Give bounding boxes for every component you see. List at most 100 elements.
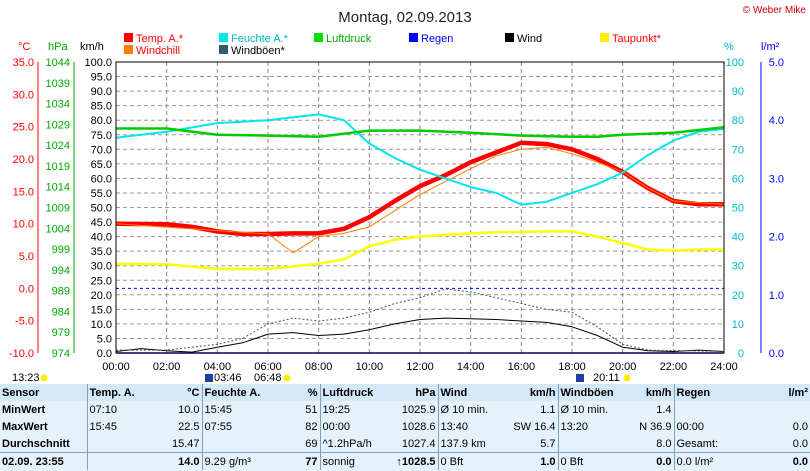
temp-tick-label: 30.0 xyxy=(13,89,34,101)
stats-cell xyxy=(86,435,139,453)
stats-cell: Temp. A. xyxy=(86,384,139,401)
pressure-tick-label: 1019 xyxy=(46,161,70,173)
humidity-line xyxy=(115,113,725,206)
stats-cell: 02.09. 23:55 xyxy=(2,455,64,468)
wind-tick-label: 95.0 xyxy=(91,72,112,84)
stats-cell: ^1.2hPa/h xyxy=(319,435,388,453)
pressure-tick-label: 1009 xyxy=(46,203,70,215)
pressure-tick-label: 1014 xyxy=(46,182,70,194)
stats-cell: Ø 10 min. xyxy=(437,401,504,418)
humidity-tick-label: 30 xyxy=(732,261,744,273)
stats-cell: 77 xyxy=(305,455,318,468)
stats-cell: 0 Bft xyxy=(557,452,624,470)
axis-unit-rain: l/m² xyxy=(761,41,780,53)
humidity-tick-label: 70 xyxy=(732,144,744,156)
stats-cell: Ø 10 min. xyxy=(557,401,624,418)
stats-row: MinWert 07:10 10.0 15:45 51 19:25 1025.9 Ø 10 m… xyxy=(0,401,810,418)
humidity-tick-label: 0 xyxy=(738,348,744,360)
stats-row: MaxWert 15:45 22.5 07:55 82 00:00 1028.6 13:40 S… xyxy=(0,418,810,435)
wind-tick-label: 25.0 xyxy=(91,275,112,287)
stats-cell: MinWert xyxy=(2,403,46,416)
x-tick-label: 04:00 xyxy=(204,361,232,373)
stats-cell xyxy=(736,401,810,418)
stats-cell: 07:10 xyxy=(86,401,139,418)
stats-cell: 69 xyxy=(270,435,320,453)
pressure-tick-label: 1024 xyxy=(46,140,70,152)
stats-cell xyxy=(201,435,270,453)
temp-tick-label: -10.0 xyxy=(9,348,34,360)
humidity-tick-label: 60 xyxy=(732,173,744,185)
pressure-tick-label: 999 xyxy=(52,244,70,256)
stats-cell: hPa xyxy=(388,384,438,401)
wind-tick-label: 60.0 xyxy=(91,173,112,185)
stats-cell: 13:40 xyxy=(437,418,504,435)
stats-row: 02.09. 23:55 14.0 9.29 g/m³ 77 sonnig ↑1028.5… xyxy=(0,452,810,470)
stats-cell: Luftdruck xyxy=(319,384,388,401)
legend-swatch-wind xyxy=(505,33,514,42)
sunset-time: 20:11 xyxy=(593,372,620,384)
stats-cell: % xyxy=(270,384,320,401)
sun-icon xyxy=(40,374,48,382)
stats-cell: ↑1028.5 xyxy=(396,455,436,468)
stats-cell: MaxWert xyxy=(2,420,48,433)
pressure-tick-label: 979 xyxy=(52,327,70,339)
stats-cell: sonnig xyxy=(319,452,388,470)
axis-unit-pressure: hPa xyxy=(48,41,68,53)
stats-cell: Sensor xyxy=(0,384,87,401)
temp-tick-label: 25.0 xyxy=(13,122,34,134)
legend-rain: Regen xyxy=(421,33,453,45)
pressure-tick-label: 1039 xyxy=(46,78,70,90)
series-lines xyxy=(115,113,725,354)
pressure-tick-label: 984 xyxy=(52,306,70,318)
humidity-tick-label: 40 xyxy=(732,232,744,244)
wind-tick-label: 80.0 xyxy=(91,115,112,127)
stats-cell: Gesamt: xyxy=(673,435,736,453)
stats-cell: °C xyxy=(139,384,202,401)
sunset-icon xyxy=(576,374,584,382)
stats-cell: 0.0 xyxy=(656,455,672,468)
stats-cell: 9.29 g/m³ xyxy=(201,452,270,470)
legend-swatch-pressure xyxy=(314,33,323,42)
stats-cell: Feuchte A. xyxy=(201,384,270,401)
legend: Temp. A.* Windchill Feuchte A.* Windböen… xyxy=(124,33,662,57)
temp-tick-label: 20.0 xyxy=(13,154,34,166)
rain-tick-label: 3.0 xyxy=(769,173,784,185)
x-tick-label: 10:00 xyxy=(356,361,384,373)
humidity-tick-label: 100 xyxy=(726,57,744,69)
legend-wind: Wind xyxy=(517,33,542,45)
stats-cell: 00:00 xyxy=(673,418,736,435)
temp-tick-label: 5.0 xyxy=(19,251,34,263)
stats-cell: 00:00 xyxy=(319,418,388,435)
sunrise-icon xyxy=(205,374,213,382)
wind-tick-label: 75.0 xyxy=(91,130,112,142)
stats-cell: 19:25 xyxy=(319,401,388,418)
stats-cell: Wind xyxy=(437,384,504,401)
pressure-line xyxy=(116,126,725,139)
stats-cell: 22.5 xyxy=(178,420,200,433)
stats-header-row: Sensor Temp. A. °C Feuchte A.% Luftdruck hPa W… xyxy=(0,384,810,401)
wind-tick-label: 35.0 xyxy=(91,246,112,258)
stats-cell: Regen xyxy=(673,384,736,401)
stats-cell: km/h xyxy=(624,384,674,401)
wind-tick-label: 55.0 xyxy=(91,188,112,200)
stats-cell: 0.0 l/m² xyxy=(673,452,736,470)
temp-tick-label: 35.0 xyxy=(13,57,34,69)
stats-cell: 07:55 xyxy=(201,418,270,435)
stats-cell: 8.0 xyxy=(624,435,674,453)
wind-tick-label: 85.0 xyxy=(91,101,112,113)
sunrise-time: 03:46 xyxy=(214,372,242,384)
stats-cell: 14.0 xyxy=(178,455,200,468)
x-tick-label: 00:00 xyxy=(102,361,130,373)
stats-cell: 0.0 xyxy=(792,420,808,433)
grid xyxy=(116,62,724,353)
pressure-tick-label: 1034 xyxy=(46,99,70,111)
dewpoint-line xyxy=(115,230,724,271)
temp-tick-label: 0.0 xyxy=(19,283,34,295)
stats-cell: 5.7 xyxy=(504,435,558,453)
wind-tick-label: 65.0 xyxy=(91,159,112,171)
wind-line xyxy=(115,317,725,353)
pressure-tick-label: 994 xyxy=(52,265,70,277)
stats-cell: 0.0 xyxy=(792,455,808,468)
rain-tick-label: 4.0 xyxy=(769,115,784,127)
